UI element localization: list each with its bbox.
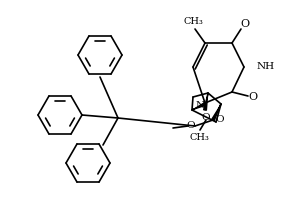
Polygon shape [204,93,208,110]
Text: CH₃: CH₃ [183,17,203,25]
Polygon shape [212,104,221,121]
Polygon shape [192,103,206,110]
Text: O: O [216,114,224,124]
Text: NH: NH [257,61,275,71]
Text: N: N [196,100,205,110]
Text: O: O [240,19,250,29]
Text: O: O [248,92,257,102]
Text: CH₃: CH₃ [189,133,209,141]
Text: O: O [202,112,210,122]
Text: O: O [187,122,195,130]
